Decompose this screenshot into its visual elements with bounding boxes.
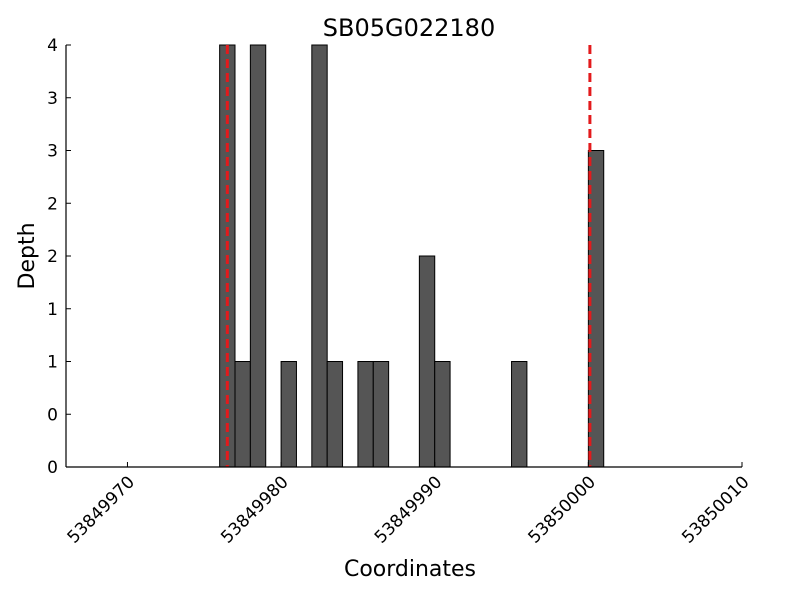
x-tick-label-4: 53850010 [678, 472, 753, 547]
axes [65, 45, 742, 468]
y-tick-label-0: 0 [47, 458, 58, 478]
y-tick-label-3: 1 [47, 300, 58, 320]
y-tick-label-8: 4 [47, 36, 58, 56]
bar-3 [280, 361, 297, 468]
bar-7 [372, 361, 390, 468]
bar-8 [418, 255, 436, 468]
bar-5 [326, 361, 344, 468]
bar-group [219, 44, 605, 468]
bar-11 [587, 150, 605, 468]
bar-10 [511, 361, 528, 468]
boundary-lines [225, 45, 592, 467]
bar-2 [249, 44, 267, 468]
bar-9 [434, 361, 451, 468]
bar-1 [234, 361, 251, 468]
y-tick-label-7: 3 [47, 89, 58, 109]
x-axis-label: Coordinates [344, 557, 476, 582]
x-tick-label-0: 53849970 [64, 472, 139, 547]
y-tick-label-2: 1 [47, 353, 58, 373]
x-tick-label-3: 53850000 [525, 472, 600, 547]
y-axis-label: Depth [15, 222, 40, 289]
y-tick-label-1: 0 [47, 405, 58, 425]
y-tick-label-6: 3 [47, 142, 58, 162]
x-tick-label-1: 53849980 [217, 472, 292, 547]
y-axis-ticks: 0 0 1 1 2 2 3 3 4 [47, 36, 71, 478]
chart-title: SB05G022180 [323, 14, 495, 42]
bar-4 [311, 44, 328, 468]
bar-6 [357, 361, 374, 468]
x-tick-label-2: 53849990 [371, 472, 446, 547]
x-axis-ticks: 53849970 53849980 53849990 53850000 53850010 [64, 462, 754, 548]
y-tick-label-4: 2 [47, 247, 58, 267]
y-tick-label-5: 2 [47, 194, 58, 214]
